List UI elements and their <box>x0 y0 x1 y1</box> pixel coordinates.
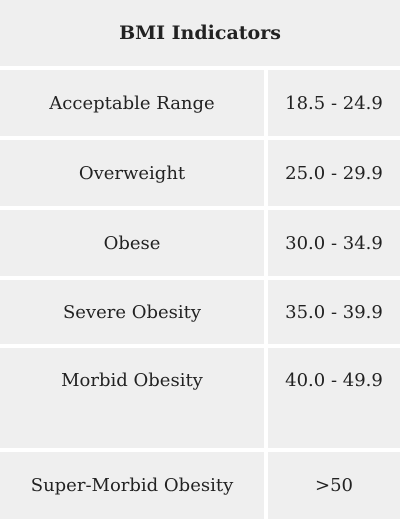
row-label-acceptable-range: Acceptable Range <box>0 70 264 136</box>
table-title: BMI Indicators <box>0 0 400 66</box>
row-label-overweight: Overweight <box>0 140 264 206</box>
row-value-super-morbid-obesity: >50 <box>268 452 400 519</box>
row-label-morbid-obesity: Morbid Obesity <box>0 348 264 448</box>
row-value-acceptable-range: 18.5 - 24.9 <box>268 70 400 136</box>
row-value-morbid-obesity: 40.0 - 49.9 <box>268 348 400 448</box>
row-value-severe-obesity: 35.0 - 39.9 <box>268 280 400 344</box>
row-value-overweight: 25.0 - 29.9 <box>268 140 400 206</box>
row-label-severe-obesity: Severe Obesity <box>0 280 264 344</box>
row-label-obese: Obese <box>0 210 264 276</box>
row-label-super-morbid-obesity: Super-Morbid Obesity <box>0 452 264 519</box>
row-value-obese: 30.0 - 34.9 <box>268 210 400 276</box>
